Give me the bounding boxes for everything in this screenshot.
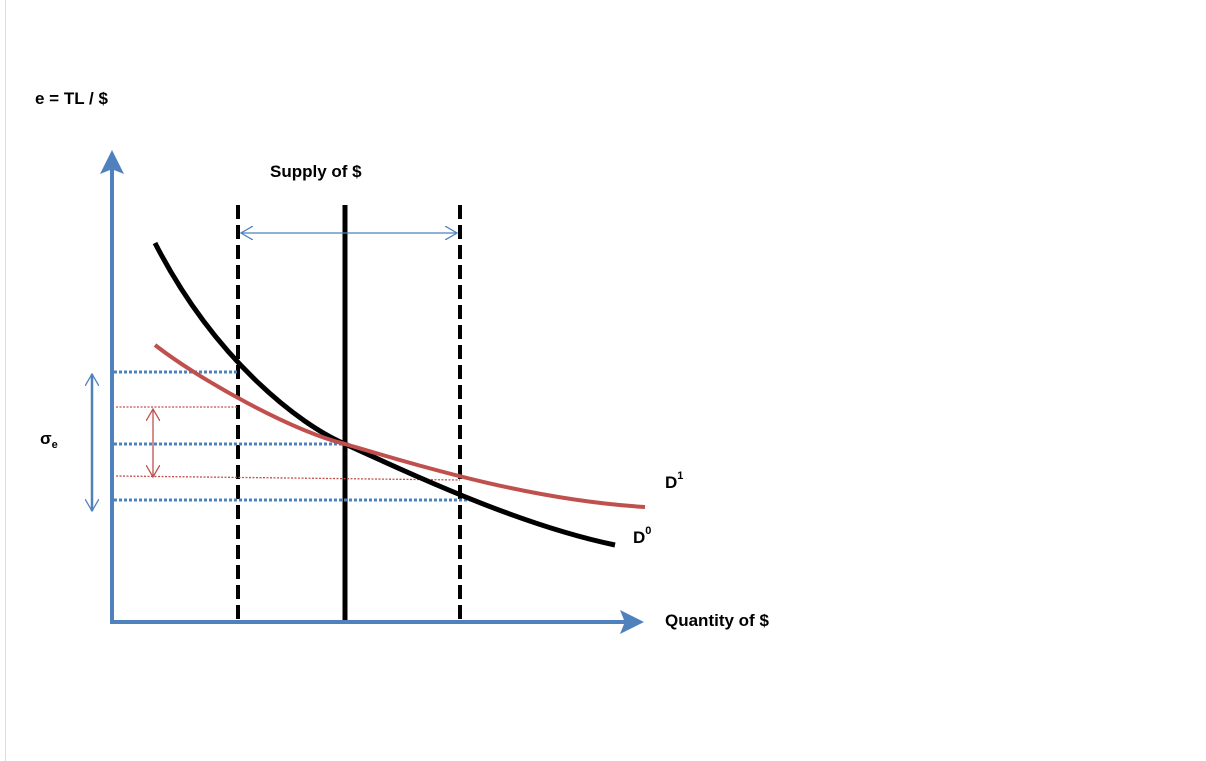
curve-superscript: 0 [645, 525, 651, 537]
demand-curve-d1 [153, 343, 646, 509]
level-line-red [115, 475, 461, 481]
curve-superscript: 1 [677, 470, 683, 482]
d1-label: D1 [665, 470, 683, 492]
sigma-label: σe [40, 429, 58, 451]
x-axis-label: Quantity of $ [665, 611, 769, 630]
sigma-symbol: σ [40, 429, 52, 448]
y-axis-label: e = TL / $ [35, 89, 108, 108]
supply-label: Supply of $ [270, 162, 362, 181]
d0-label: D0 [633, 525, 651, 547]
curve-label: D [665, 473, 677, 492]
curve-label: D [633, 528, 645, 547]
sigma-subscript: e [52, 439, 58, 451]
